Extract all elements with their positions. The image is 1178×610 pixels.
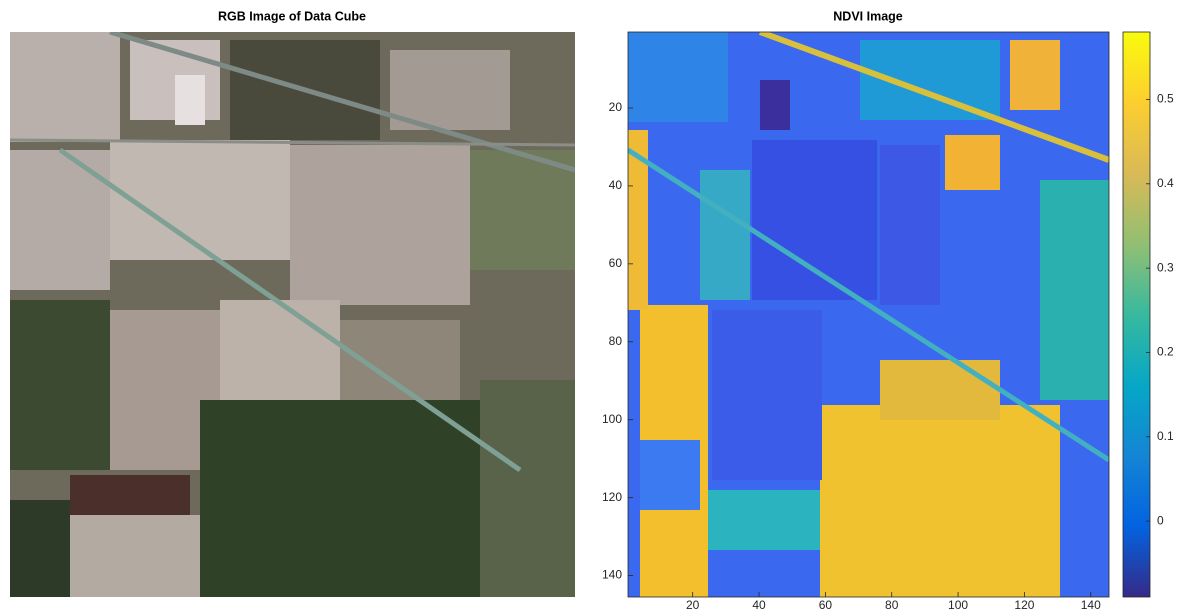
field: [1010, 40, 1060, 110]
road: [58, 147, 522, 473]
y-tick-label: 20: [609, 100, 623, 114]
field: [290, 145, 470, 305]
road: [628, 147, 1109, 463]
field: [110, 140, 290, 260]
axes-box: [627, 31, 1110, 598]
colorbar-tick-label: 0.1: [1157, 429, 1174, 443]
field: [860, 40, 1000, 120]
field: [640, 440, 700, 510]
field: [390, 50, 510, 130]
y-tick-label: 120: [602, 490, 622, 504]
field: [10, 32, 120, 142]
y-tick-label: 100: [602, 412, 622, 426]
x-tick-label: 100: [948, 598, 968, 610]
field: [880, 145, 940, 305]
y-tick-label: 140: [602, 568, 622, 582]
colorbar-tick-label: 0.4: [1157, 176, 1174, 190]
field: [10, 300, 110, 470]
colorbar-tick-label: 0.5: [1157, 92, 1174, 106]
field: [708, 490, 820, 550]
field: [1040, 180, 1109, 400]
x-tick-label: 120: [1014, 598, 1034, 610]
field: [628, 130, 648, 310]
colorbar-tick-label: 0.3: [1157, 260, 1174, 274]
colorbar: [1122, 31, 1151, 598]
y-tick-label: 60: [609, 256, 623, 270]
colorbar-tick-label: 0: [1157, 513, 1164, 527]
field: [10, 500, 70, 597]
road: [758, 32, 1109, 163]
field: [820, 405, 1060, 597]
x-tick-label: 20: [686, 598, 700, 610]
colorbar-tick-label: 0.2: [1157, 345, 1174, 359]
y-tick-label: 80: [609, 334, 623, 348]
rgb-image: [10, 32, 575, 597]
field: [220, 300, 340, 400]
field: [700, 170, 750, 300]
field: [752, 140, 877, 300]
field: [880, 360, 1000, 420]
chart-title: RGB Image of Data Cube: [218, 9, 366, 23]
field: [712, 310, 822, 480]
x-tick-label: 40: [752, 598, 766, 610]
field: [760, 80, 790, 130]
field: [480, 380, 575, 597]
field: [10, 150, 110, 290]
field: [70, 475, 190, 515]
field: [200, 400, 480, 597]
chart-title: NDVI Image: [833, 9, 903, 23]
x-tick-label: 60: [819, 598, 833, 610]
y-tick-label: 40: [609, 178, 623, 192]
field: [70, 515, 200, 597]
field: [175, 75, 205, 125]
x-tick-label: 140: [1081, 598, 1101, 610]
field: [628, 32, 728, 122]
road: [10, 138, 575, 147]
field: [470, 150, 575, 270]
road: [109, 32, 575, 173]
x-tick-label: 80: [885, 598, 899, 610]
ndvi-image: [628, 32, 1109, 597]
field: [945, 135, 1000, 190]
